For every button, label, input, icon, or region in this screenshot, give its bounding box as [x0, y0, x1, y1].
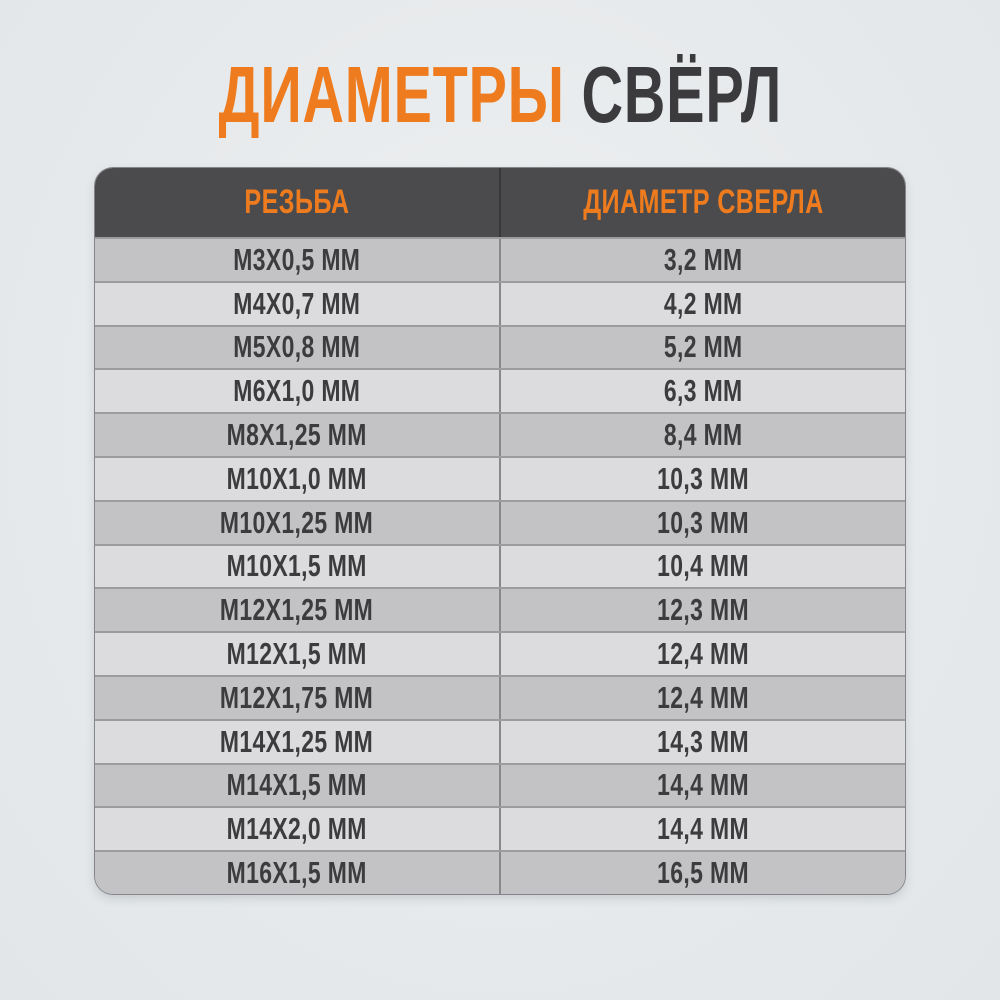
cell-diameter: 12,4 ММ [657, 679, 749, 715]
cell-thread: М12Х1,25 ММ [95, 589, 501, 632]
table-row: М6Х1,0 ММ 6,3 ММ [95, 368, 905, 413]
cell-thread: М14Х2,0 ММ [95, 808, 501, 851]
cell-thread: М16Х1,5 ММ [95, 852, 501, 894]
table-row: М12Х1,75 ММ 12,4 ММ [95, 674, 905, 719]
cell-thread: М8Х1,25 ММ [95, 414, 501, 456]
table-header: РЕЗЬБА ДИАМЕТР СВЕРЛА [95, 168, 905, 237]
table-row: М12Х1,25 ММ 12,3 ММ [95, 587, 905, 632]
cell-diameter: 4,2 ММ [663, 285, 743, 321]
table-row: М16Х1,5 ММ 16,5 ММ [95, 850, 905, 894]
cell-thread: М6Х1,0 ММ [95, 370, 501, 413]
cell-thread: М12Х1,5 ММ [95, 633, 501, 675]
table-row: М14Х1,25 ММ 14,3 ММ [95, 718, 905, 763]
cell-diameter: 10,3 ММ [657, 504, 749, 540]
cell-diameter: 5,2 ММ [663, 329, 743, 365]
header-cell-diameter: ДИАМЕТР СВЕРЛА [582, 183, 824, 221]
cell-thread: М10Х1,25 ММ [95, 501, 501, 544]
table-row: М8Х1,25 ММ 8,4 ММ [95, 412, 905, 456]
cell-thread: М10Х1,5 ММ [95, 545, 501, 588]
cell-diameter: 12,4 ММ [657, 636, 749, 672]
title-highlight: ДИАМЕТРЫ [218, 50, 565, 139]
header-cell-thread: РЕЗЬБА [95, 168, 501, 237]
cell-thread: М12Х1,75 ММ [95, 676, 501, 719]
table-row: М14Х2,0 ММ 14,4 ММ [95, 806, 905, 851]
cell-diameter: 3,2 ММ [663, 241, 743, 277]
table-row: М3Х0,5 ММ 3,2 ММ [95, 237, 905, 281]
cell-diameter: 6,3 ММ [663, 373, 743, 409]
cell-thread: М5Х0,8 ММ [95, 326, 501, 369]
cell-thread: М3Х0,5 ММ [95, 239, 501, 281]
cell-diameter: 16,5 ММ [657, 855, 749, 891]
drill-diameter-table: РЕЗЬБА ДИАМЕТР СВЕРЛА М3Х0,5 ММ 3,2 ММ М… [95, 168, 905, 894]
table-row: М10Х1,25 ММ 10,3 ММ [95, 499, 905, 544]
cell-diameter: 14,3 ММ [657, 723, 749, 759]
cell-diameter: 12,3 ММ [657, 592, 749, 628]
cell-thread: М14Х1,5 ММ [95, 764, 501, 807]
table-row: М12Х1,5 ММ 12,4 ММ [95, 631, 905, 675]
table-row: М14Х1,5 ММ 14,4 ММ [95, 762, 905, 807]
title-rest: СВЁРЛ [581, 50, 782, 139]
cell-diameter: 10,3 ММ [657, 460, 749, 496]
table-row: М10Х1,5 ММ 10,4 ММ [95, 543, 905, 588]
table-row: М5Х0,8 ММ 5,2 ММ [95, 324, 905, 369]
table-body: М3Х0,5 ММ 3,2 ММ М4Х0,7 ММ 4,2 ММ М5Х0,8… [95, 237, 905, 894]
cell-diameter: 14,4 ММ [657, 767, 749, 803]
cell-thread: М10Х1,0 ММ [95, 457, 501, 500]
table-row: М10Х1,0 ММ 10,3 ММ [95, 455, 905, 500]
cell-thread: М14Х1,25 ММ [95, 720, 501, 763]
table-row: М4Х0,7 ММ 4,2 ММ [95, 280, 905, 325]
cell-thread: М4Х0,7 ММ [95, 282, 501, 325]
page-title: ДИАМЕТРЫ СВЁРЛ [0, 0, 1000, 190]
cell-diameter: 14,4 ММ [657, 811, 749, 847]
cell-diameter: 8,4 ММ [663, 417, 743, 453]
cell-diameter: 10,4 ММ [657, 548, 749, 584]
